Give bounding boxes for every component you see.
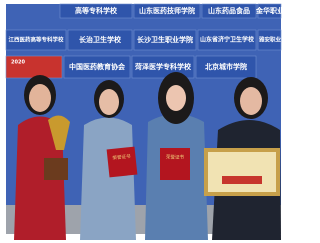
backdrop-label: 长治卫生学校 xyxy=(79,35,122,44)
backdrop-label: 长沙卫生职业学院 xyxy=(137,35,193,44)
backdrop-label: 高等专科学校 xyxy=(75,6,118,15)
backdrop-label: 雅安职业 xyxy=(258,36,282,44)
backdrop-label: 山东药品食品 xyxy=(208,6,250,15)
backdrop-label: 山东医药技师学院 xyxy=(139,6,195,15)
backdrop-label: 江西医药高等专科学校 xyxy=(8,36,64,44)
backdrop-label: 菏泽医学专科学校 xyxy=(135,62,192,71)
backdrop-label: 北京城市学院 xyxy=(205,62,247,71)
award-plaque xyxy=(204,148,280,196)
certificate xyxy=(107,147,138,178)
backdrop-label: 2020 xyxy=(11,60,25,66)
backdrop-label: 金华职业 xyxy=(255,6,284,15)
backdrop-label: 山东省济宁卫生学校 xyxy=(200,36,255,44)
certificate xyxy=(160,148,190,180)
backdrop-label: 中国医药教育协会 xyxy=(69,62,126,71)
certificate-title: 荣誉证书 xyxy=(166,154,184,161)
photo: 高等专科学校 山东医药技师学院 山东药品食品 金华职业 江西医药高等专科学校 长… xyxy=(0,0,285,243)
